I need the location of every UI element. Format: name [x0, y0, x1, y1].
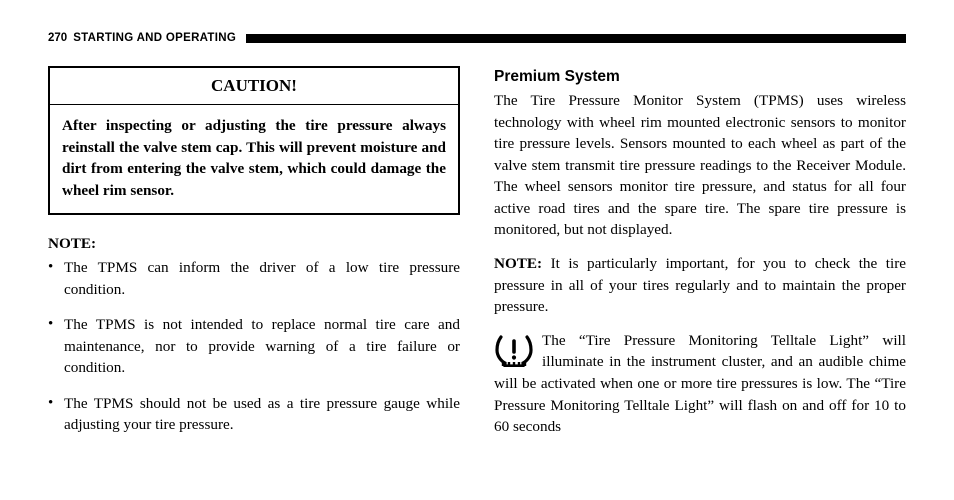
telltale-text: The “Tire Pressure Monitoring Telltale L… [494, 332, 906, 435]
section-title: STARTING AND OPERATING [73, 32, 236, 44]
left-column: CAUTION! After inspecting or adjusting t… [48, 66, 460, 450]
caution-body: After inspecting or adjusting the tire p… [50, 105, 458, 213]
right-column: Premium System The Tire Pressure Monitor… [494, 66, 906, 450]
subheading: Premium System [494, 66, 906, 88]
paragraph: The Tire Pressure Monitor System (TPMS) … [494, 90, 906, 241]
list-item: The TPMS can inform the driver of a low … [48, 257, 460, 300]
note-paragraph: NOTE: It is particularly important, for … [494, 253, 906, 318]
page-number: 270 [48, 32, 67, 44]
two-column-layout: CAUTION! After inspecting or adjusting t… [48, 66, 906, 450]
list-item: The TPMS is not intended to replace norm… [48, 314, 460, 379]
notes-list: The TPMS can inform the driver of a low … [48, 257, 460, 436]
list-item: The TPMS should not be used as a tire pr… [48, 393, 460, 436]
caution-title: CAUTION! [50, 68, 458, 105]
note-body: It is particularly important, for you to… [494, 255, 906, 315]
header-rule [246, 34, 906, 43]
caution-box: CAUTION! After inspecting or adjusting t… [48, 66, 460, 215]
tpms-warning-icon [494, 333, 534, 367]
manual-page: 270 STARTING AND OPERATING CAUTION! Afte… [0, 0, 954, 450]
page-header: 270 STARTING AND OPERATING [48, 32, 906, 44]
telltale-paragraph: The “Tire Pressure Monitoring Telltale L… [494, 330, 906, 438]
note-label-inline: NOTE: [494, 255, 542, 272]
note-label: NOTE: [48, 233, 460, 255]
